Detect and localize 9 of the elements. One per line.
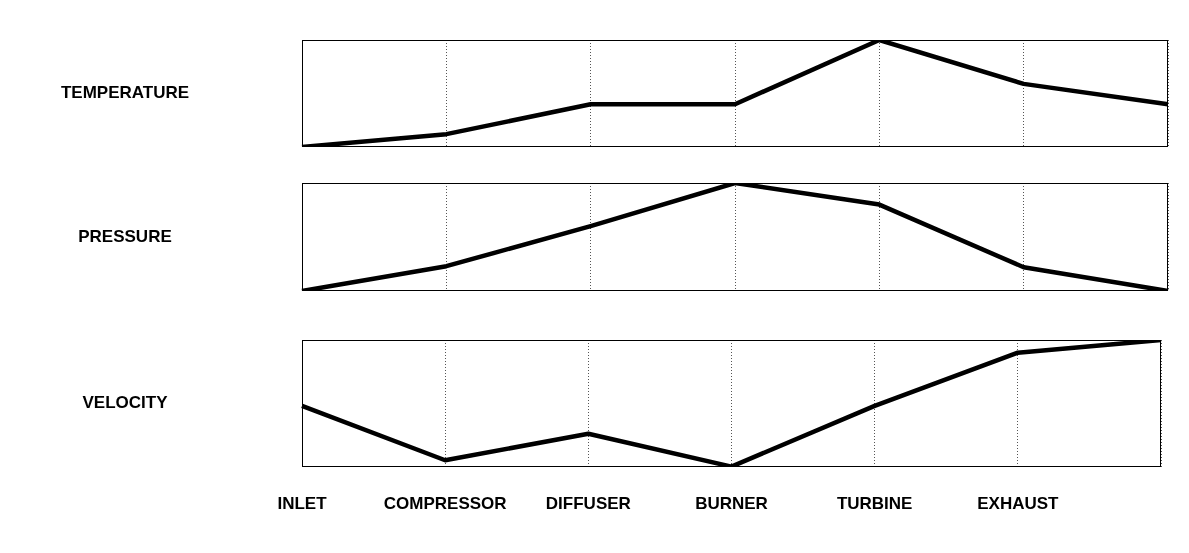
y-axis-title: TEMPERATURE: [60, 83, 190, 103]
y-axis-title: PRESSURE: [78, 226, 172, 246]
x-tick-label: COMPRESSOR: [383, 494, 507, 514]
y-axis-title: VELOCITY: [82, 392, 169, 412]
x-tick-label: TURBINE: [836, 494, 913, 514]
x-tick-label: INLET: [277, 494, 328, 514]
x-tick-label: DIFFUSER: [545, 494, 631, 514]
x-tick-label: BURNER: [695, 494, 768, 514]
x-tick-label: EXHAUST: [977, 494, 1060, 514]
